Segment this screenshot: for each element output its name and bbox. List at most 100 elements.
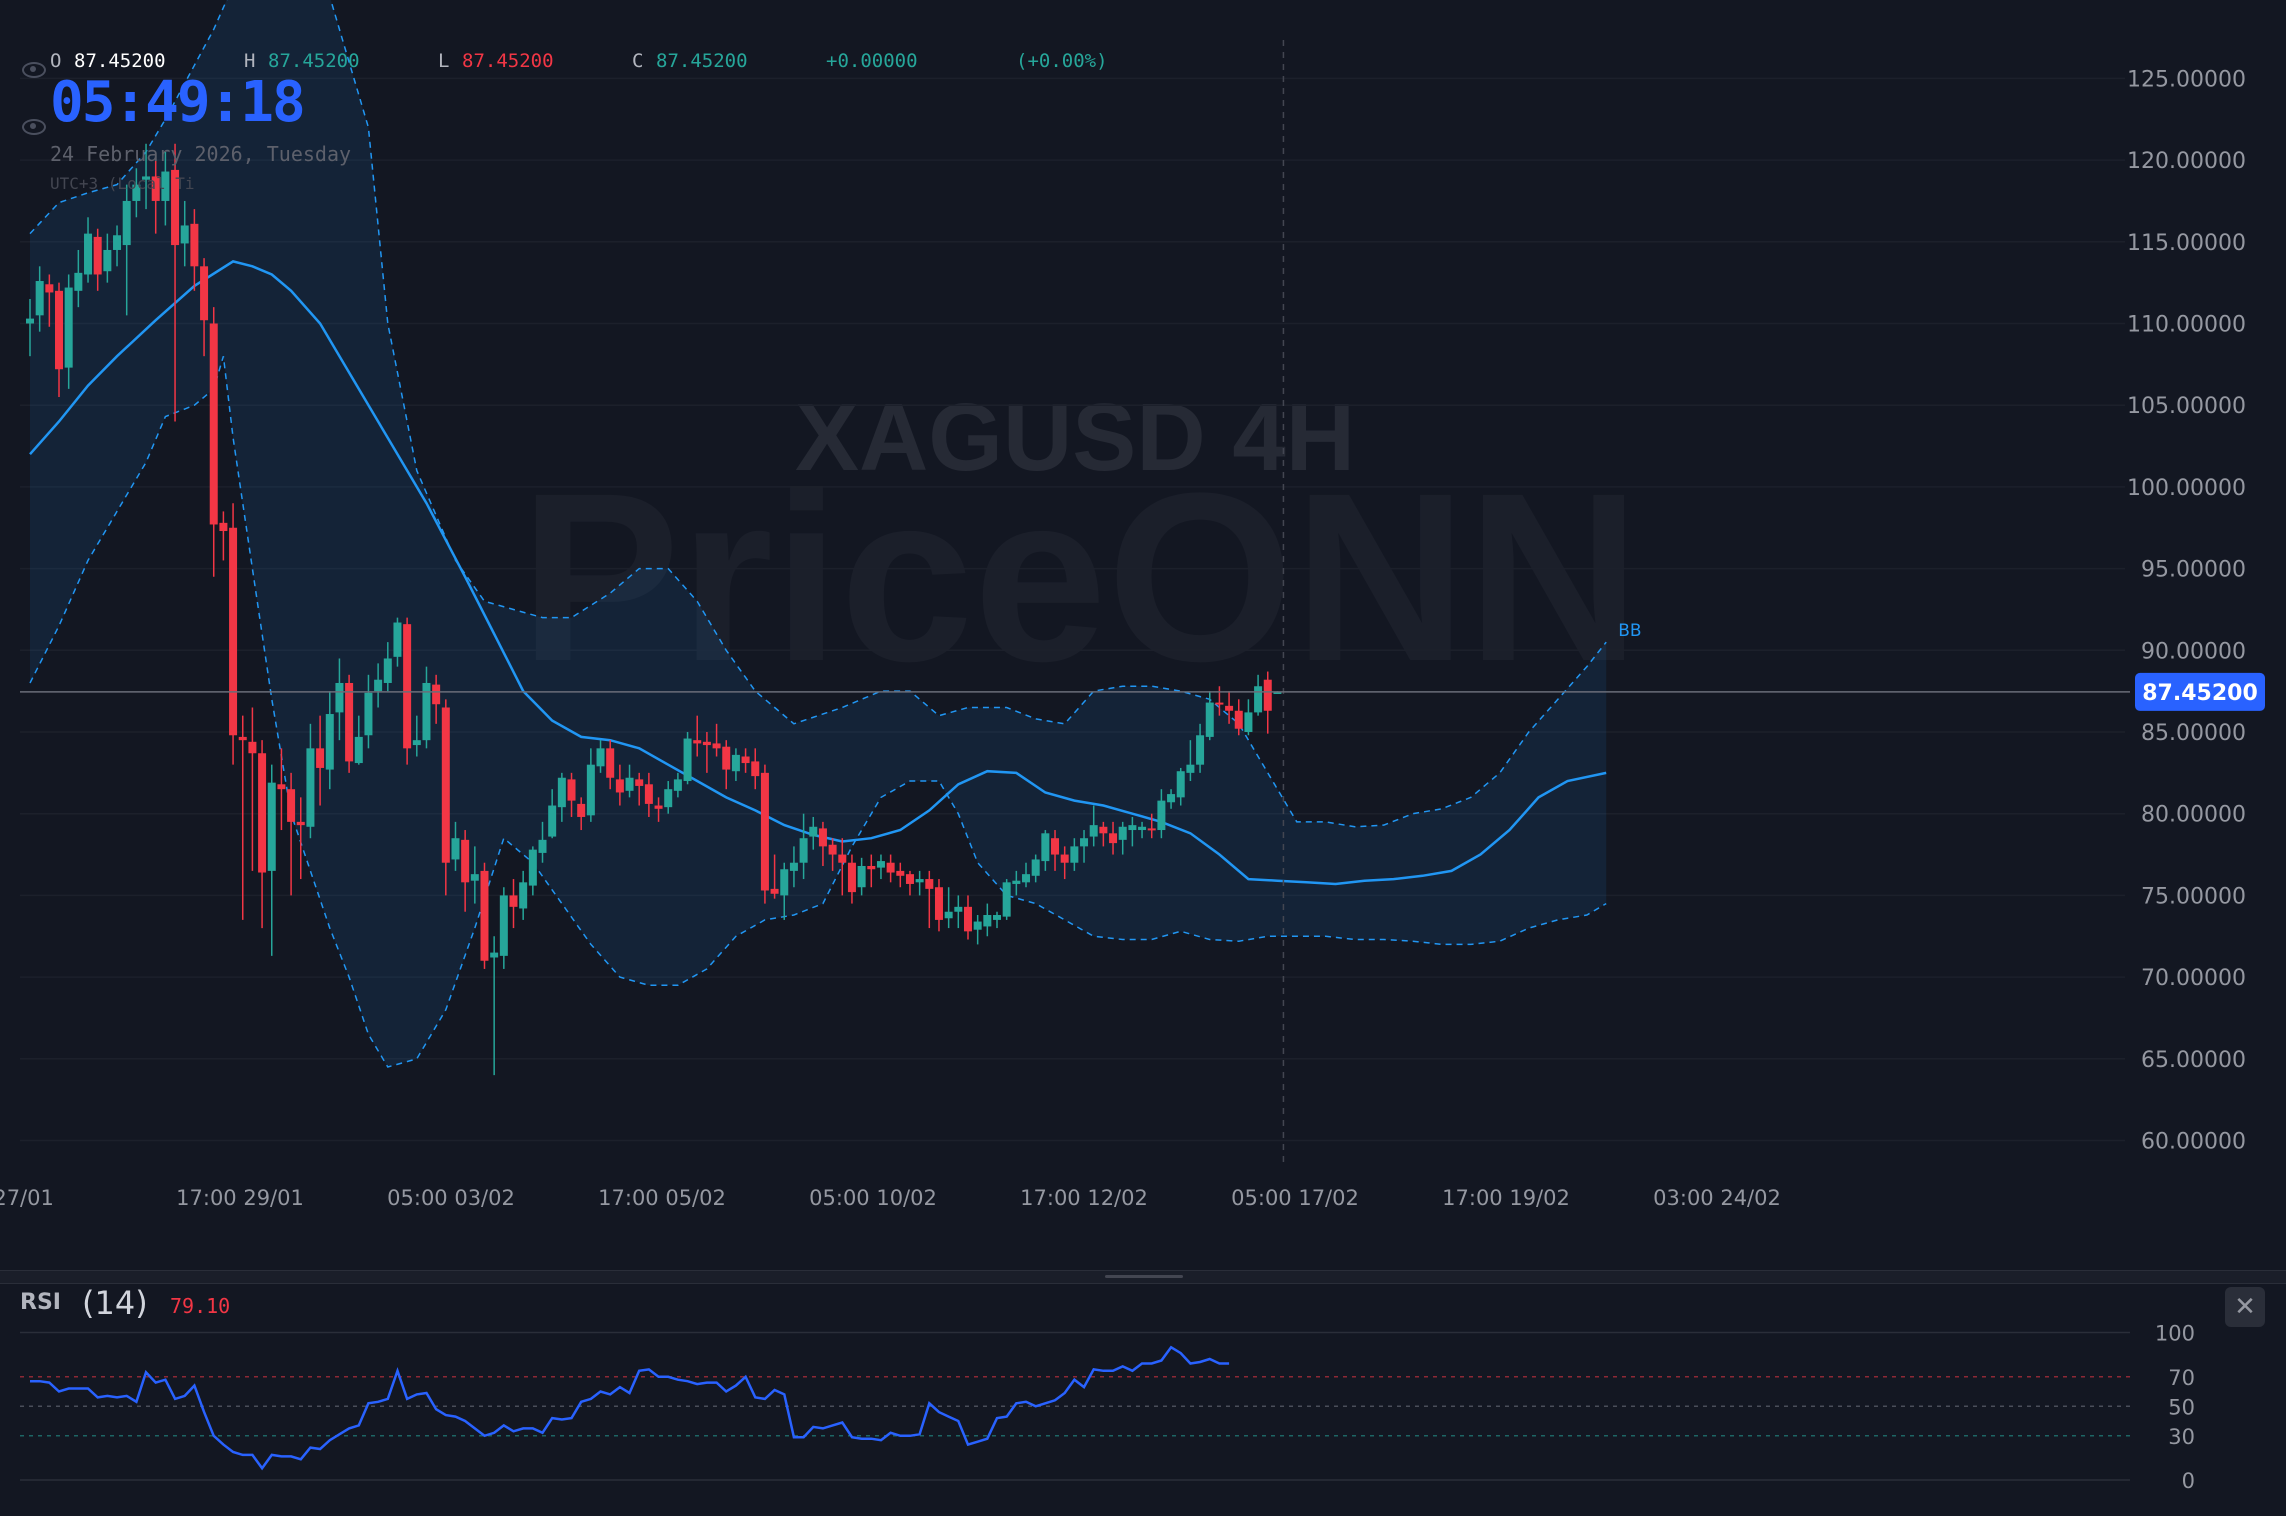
candle-body	[944, 911, 953, 919]
candle	[267, 764, 276, 956]
candle-body	[548, 805, 557, 837]
candle-body	[441, 707, 450, 863]
candle-body	[383, 658, 392, 683]
candle-body	[1234, 710, 1243, 729]
candle	[1089, 805, 1098, 847]
candle	[1167, 789, 1176, 809]
candle	[722, 740, 731, 790]
bb-lower-line	[29, 355, 1607, 1068]
candle	[741, 748, 750, 773]
candle-body	[615, 779, 624, 793]
candle	[151, 156, 160, 234]
candle-body	[1196, 735, 1205, 765]
candle-body	[132, 184, 141, 201]
pane-resize-handle[interactable]	[0, 1270, 2286, 1284]
candle	[200, 258, 209, 357]
y-tick-label: 115.00000	[2127, 231, 2246, 256]
candle	[712, 723, 721, 757]
close-value: 87.45200	[656, 50, 748, 72]
open-value: 87.45200	[74, 50, 166, 72]
candle	[751, 748, 760, 790]
candle	[973, 915, 982, 945]
candle	[983, 903, 992, 937]
candle-body	[954, 906, 963, 912]
candle	[1128, 816, 1137, 847]
candle	[818, 821, 827, 866]
candle-body	[422, 682, 431, 741]
candle	[432, 674, 441, 724]
candle-body	[557, 777, 566, 808]
candle	[896, 862, 905, 888]
candle	[993, 911, 1001, 929]
close-icon[interactable]: ✕	[2225, 1287, 2265, 1327]
candle	[1263, 671, 1272, 734]
candle-body	[122, 200, 131, 246]
candle-body	[567, 779, 576, 801]
candle	[364, 674, 373, 749]
candle-body	[915, 879, 924, 883]
candle	[180, 200, 189, 267]
candle	[1215, 686, 1224, 716]
candle	[296, 797, 305, 880]
y-tick-label: 105.00000	[2127, 394, 2246, 419]
candle-body	[876, 861, 885, 868]
y-tick-label: 65.00000	[2141, 1048, 2246, 1073]
candle-body	[316, 748, 325, 768]
candle	[799, 813, 808, 880]
last-price-value: 87.45200	[2142, 681, 2258, 706]
candle-body	[847, 862, 856, 893]
clock-timezone: UTC+3 (Local Ti	[50, 174, 195, 193]
candle	[55, 282, 64, 398]
candle	[635, 772, 644, 806]
candle	[702, 732, 711, 773]
candle-body	[789, 862, 798, 871]
candle-body	[519, 882, 528, 909]
candle	[1147, 813, 1156, 839]
candle	[760, 764, 769, 904]
candle	[538, 821, 547, 863]
eye-icon[interactable]	[22, 119, 46, 135]
eye-icon[interactable]	[22, 62, 46, 78]
candle-body	[770, 888, 779, 894]
bb-fill	[30, 0, 1607, 1067]
candle	[190, 209, 199, 291]
candle-body	[354, 736, 363, 764]
candle	[113, 225, 122, 267]
candle	[577, 797, 586, 831]
candle-body	[896, 870, 905, 876]
candle-body	[1002, 882, 1011, 917]
candle	[1196, 723, 1205, 773]
candle-body	[1167, 794, 1176, 803]
candle-body	[644, 784, 653, 804]
rsi-tick-label: 30	[2168, 1425, 2195, 1449]
candle	[1254, 674, 1263, 716]
candle-body	[306, 748, 315, 827]
candle-body	[828, 844, 837, 855]
candle-body	[335, 682, 344, 713]
candle-body	[499, 895, 508, 956]
candle-body	[325, 714, 334, 770]
candle-body	[596, 748, 605, 767]
candle	[209, 307, 218, 577]
candle	[393, 617, 402, 667]
candle-body	[1109, 833, 1118, 844]
candle-body	[577, 803, 586, 817]
price-chart[interactable]: PriceONN XAGUSD 4H BB 125.00000 120.00000…	[0, 0, 2286, 1270]
watermark-brand: PriceONN	[520, 443, 1640, 711]
candle	[828, 838, 837, 871]
rsi-tick-label: 0	[2182, 1469, 2195, 1493]
candle-body	[219, 522, 228, 532]
x-tick-label: 03:00 24/02	[1653, 1186, 1781, 1210]
rsi-chart[interactable]: 100 70 50 30 0	[0, 1282, 2286, 1516]
candle-body	[74, 272, 83, 291]
candle	[664, 781, 673, 814]
candle-body	[1215, 702, 1224, 705]
candle-body	[113, 235, 122, 250]
candle	[219, 511, 228, 561]
candle	[905, 870, 914, 896]
candle-body	[1244, 712, 1253, 732]
candle	[925, 870, 934, 929]
candle-body	[528, 849, 537, 886]
candle-body	[1051, 838, 1060, 855]
